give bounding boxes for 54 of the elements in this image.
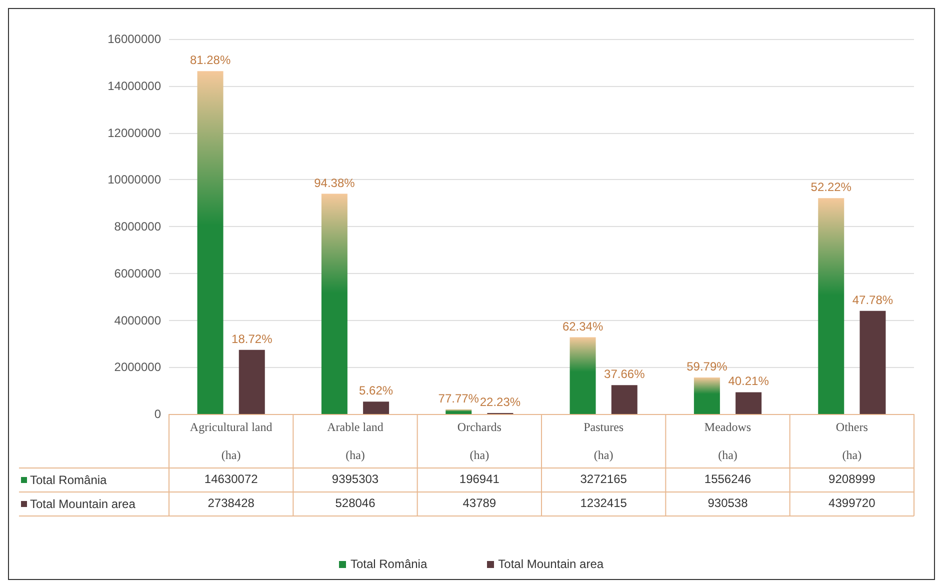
x-tick-label: Arable land (ha) bbox=[327, 420, 384, 462]
annotation: 81.28% bbox=[190, 53, 231, 68]
data-label: 930538 bbox=[708, 496, 748, 510]
bar bbox=[818, 198, 844, 414]
data-label: 196941 bbox=[459, 472, 500, 486]
x-tick-label: Agricultural land (ha) bbox=[190, 420, 272, 462]
legend-label: Total Mountain area bbox=[30, 497, 136, 511]
data-label: 9208999 bbox=[828, 472, 876, 486]
bar bbox=[197, 71, 224, 414]
y-tick-label: 10000000 bbox=[108, 172, 162, 187]
bar bbox=[570, 337, 596, 414]
annotation: 37.66% bbox=[604, 367, 646, 382]
annotation: 40.21% bbox=[728, 374, 770, 388]
annotation: 18.72% bbox=[232, 332, 273, 346]
data-label: 2738428 bbox=[208, 496, 255, 510]
data-label: 4399720 bbox=[828, 496, 876, 510]
annotation: 77.77% bbox=[438, 391, 480, 406]
annotation: 47.78% bbox=[852, 292, 894, 307]
annotation: 22.23% bbox=[480, 394, 521, 409]
data-label: 528046 bbox=[335, 496, 376, 510]
annotation: 94.38% bbox=[314, 176, 356, 190]
bar bbox=[611, 385, 638, 414]
y-tick-label: 14000000 bbox=[108, 78, 162, 93]
x-tick-label: Others (ha) bbox=[836, 420, 868, 462]
data-label: 43789 bbox=[462, 496, 496, 510]
bar bbox=[321, 194, 348, 414]
data-label: 3272165 bbox=[580, 472, 628, 486]
bar bbox=[363, 402, 390, 414]
y-tick-label: 0 bbox=[154, 407, 162, 421]
y-tick-label: 6000000 bbox=[114, 266, 162, 280]
annotation: 52.22% bbox=[810, 180, 852, 194]
annotation: 62.34% bbox=[562, 319, 604, 334]
x-tick-label: Orchards (ha) bbox=[457, 420, 502, 462]
bar bbox=[736, 392, 762, 414]
bar bbox=[694, 378, 720, 414]
data-label: 9395303 bbox=[332, 472, 379, 486]
data-label: 1232415 bbox=[580, 496, 628, 510]
bar bbox=[860, 310, 886, 414]
data-label: 1556246 bbox=[704, 472, 752, 486]
y-tick-label: 16000000 bbox=[108, 32, 162, 46]
bar bbox=[238, 350, 265, 414]
text: Total România bbox=[350, 557, 428, 571]
y-tick-label: 8000000 bbox=[114, 220, 162, 234]
x-tick-label: Pastures (ha) bbox=[584, 420, 624, 462]
y-tick-label: 12000000 bbox=[108, 126, 162, 140]
text: Total Mountain area bbox=[498, 557, 604, 571]
y-tick-label: 2000000 bbox=[114, 360, 162, 374]
data-label: 14630072 bbox=[204, 472, 258, 486]
annotation: 5.62% bbox=[359, 384, 394, 398]
legend-label: Total România bbox=[30, 473, 107, 487]
y-tick-label: 4000000 bbox=[114, 313, 162, 328]
x-tick-label: Meadows (ha) bbox=[704, 420, 752, 462]
bar bbox=[446, 409, 472, 414]
annotation: 59.79% bbox=[686, 360, 728, 374]
